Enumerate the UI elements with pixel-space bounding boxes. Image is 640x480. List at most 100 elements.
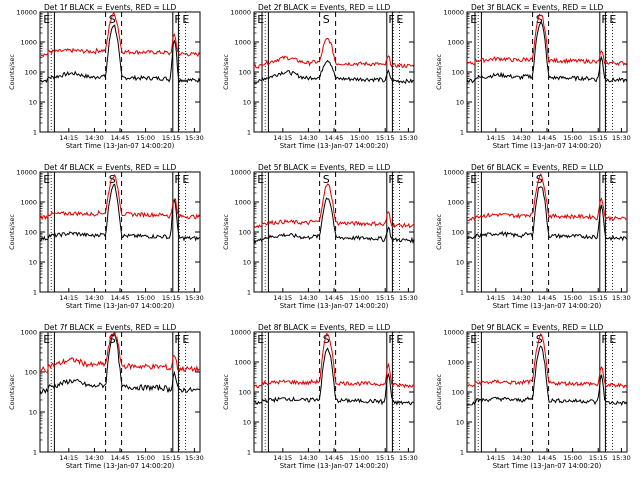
x-tick-label: 14:45 xyxy=(538,454,557,462)
x-tick-label: 14:45 xyxy=(111,294,130,302)
y-tick-label: 100 xyxy=(239,69,251,77)
marker-letter: S xyxy=(109,13,116,26)
x-axis-label: Start Time (13-Jan-07 14:00:20) xyxy=(66,302,175,310)
y-tick-label: 1 xyxy=(460,449,464,457)
x-tick-label: 14:45 xyxy=(538,134,557,142)
x-axis-label: Start Time (13-Jan-07 14:00:20) xyxy=(493,142,602,150)
y-tick-label: 1 xyxy=(247,289,251,297)
x-tick-label: 15:15 xyxy=(589,454,608,462)
y-tick-label: 10 xyxy=(29,99,37,107)
events-series-line xyxy=(466,186,628,242)
panel-det-6: Det 6f BLACK = Events, RED = LLD Counts/s… xyxy=(435,163,631,310)
marker-letter: S xyxy=(323,13,330,26)
x-tick-label: 14:15 xyxy=(59,454,78,462)
x-tick-label: 15:00 xyxy=(563,134,582,142)
y-tick-label: 1000 xyxy=(20,199,37,207)
y-tick-label: 10000 xyxy=(230,9,251,17)
panel-title: Det 5f BLACK = Events, RED = LLD xyxy=(258,163,391,172)
x-tick-label: 15:15 xyxy=(162,454,181,462)
marker-letter: E xyxy=(609,13,616,26)
x-axis-label: Start Time (13-Jan-07 14:00:20) xyxy=(493,302,602,310)
y-tick-label: 1000 xyxy=(447,359,464,367)
x-axis-label: Start Time (13-Jan-07 14:00:20) xyxy=(493,462,602,470)
y-tick-label: 1000 xyxy=(234,199,251,207)
x-tick-label: 14:45 xyxy=(325,134,344,142)
marker-letter: S xyxy=(109,333,116,346)
y-tick-label: 10000 xyxy=(230,329,251,337)
lld-series-line xyxy=(253,183,415,229)
x-tick-label: 15:00 xyxy=(563,454,582,462)
x-tick-label: 15:00 xyxy=(350,294,369,302)
y-axis-label: Counts/sec xyxy=(435,54,443,90)
marker-letter: F xyxy=(174,173,180,186)
x-tick-label: 15:30 xyxy=(399,134,418,142)
x-tick-label: 15:00 xyxy=(136,294,155,302)
y-tick-label: 100 xyxy=(452,229,464,237)
lld-series-line xyxy=(39,173,201,221)
events-series-line xyxy=(39,331,201,395)
panel-title: Det 9f BLACK = Events, RED = LLD xyxy=(471,323,604,332)
x-tick-label: 14:30 xyxy=(512,454,531,462)
x-axis-label: Start Time (13-Jan-07 14:00:20) xyxy=(280,462,389,470)
y-tick-label: 100 xyxy=(25,369,37,377)
marker-letter: E xyxy=(257,13,264,26)
y-axis-label: Counts/sec xyxy=(8,54,16,90)
marker-letter: E xyxy=(182,173,189,186)
marker-letter: F xyxy=(601,13,607,26)
y-axis-label: Counts/sec xyxy=(435,374,443,410)
x-tick-label: 14:30 xyxy=(85,134,104,142)
x-tick-label: 14:30 xyxy=(299,134,318,142)
marker-letter: E xyxy=(396,333,403,346)
x-tick-label: 14:30 xyxy=(299,294,318,302)
events-series-line xyxy=(466,22,628,84)
marker-letter: F xyxy=(388,173,394,186)
marker-letter: S xyxy=(323,333,330,346)
marker-letter: S xyxy=(536,13,543,26)
x-tick-label: 15:00 xyxy=(136,134,155,142)
marker-letter: E xyxy=(609,173,616,186)
panel-title: Det 2f BLACK = Events, RED = LLD xyxy=(258,3,391,12)
marker-letter: E xyxy=(43,13,50,26)
y-tick-label: 10 xyxy=(29,409,37,417)
panel-title: Det 7f BLACK = Events, RED = LLD xyxy=(44,323,177,332)
marker-letter: E xyxy=(609,333,616,346)
marker-letter: E xyxy=(257,333,264,346)
panel-title: Det 8f BLACK = Events, RED = LLD xyxy=(258,323,391,332)
y-tick-label: 1000 xyxy=(20,39,37,47)
y-tick-label: 1 xyxy=(33,129,37,137)
x-tick-label: 15:00 xyxy=(350,134,369,142)
events-series-line xyxy=(253,197,415,244)
panel-title: Det 4f BLACK = Events, RED = LLD xyxy=(44,163,177,172)
panel-det-9: Det 9f BLACK = Events, RED = LLD Counts/s… xyxy=(435,323,631,470)
marker-letter: S xyxy=(323,173,330,186)
x-tick-label: 15:00 xyxy=(350,454,369,462)
lld-series-line xyxy=(466,172,628,222)
marker-letter: E xyxy=(396,173,403,186)
y-axis-label: Counts/sec xyxy=(8,214,16,250)
y-axis-label: Counts/sec xyxy=(8,374,16,410)
y-tick-label: 1 xyxy=(460,289,464,297)
x-tick-label: 14:45 xyxy=(325,454,344,462)
plot-frame xyxy=(39,171,201,293)
events-series-line xyxy=(254,59,415,85)
lld-series-line xyxy=(39,11,201,58)
panel-det-5: Det 5f BLACK = Events, RED = LLD Counts/s… xyxy=(222,163,418,310)
y-tick-label: 10 xyxy=(243,259,251,267)
y-tick-label: 100 xyxy=(452,389,464,397)
y-tick-label: 10 xyxy=(456,99,464,107)
lld-series-line xyxy=(253,332,414,389)
lld-series-line xyxy=(253,37,415,69)
y-tick-label: 10 xyxy=(456,419,464,427)
y-tick-label: 1 xyxy=(33,289,37,297)
x-tick-label: 14:45 xyxy=(111,134,130,142)
y-tick-label: 10 xyxy=(243,419,251,427)
y-tick-label: 100 xyxy=(25,69,37,77)
x-tick-label: 14:45 xyxy=(325,294,344,302)
x-tick-label: 14:15 xyxy=(59,294,78,302)
y-tick-label: 10 xyxy=(456,259,464,267)
x-tick-label: 15:00 xyxy=(563,294,582,302)
x-tick-label: 15:15 xyxy=(162,294,181,302)
x-tick-label: 14:15 xyxy=(273,294,292,302)
x-tick-label: 15:15 xyxy=(376,454,395,462)
